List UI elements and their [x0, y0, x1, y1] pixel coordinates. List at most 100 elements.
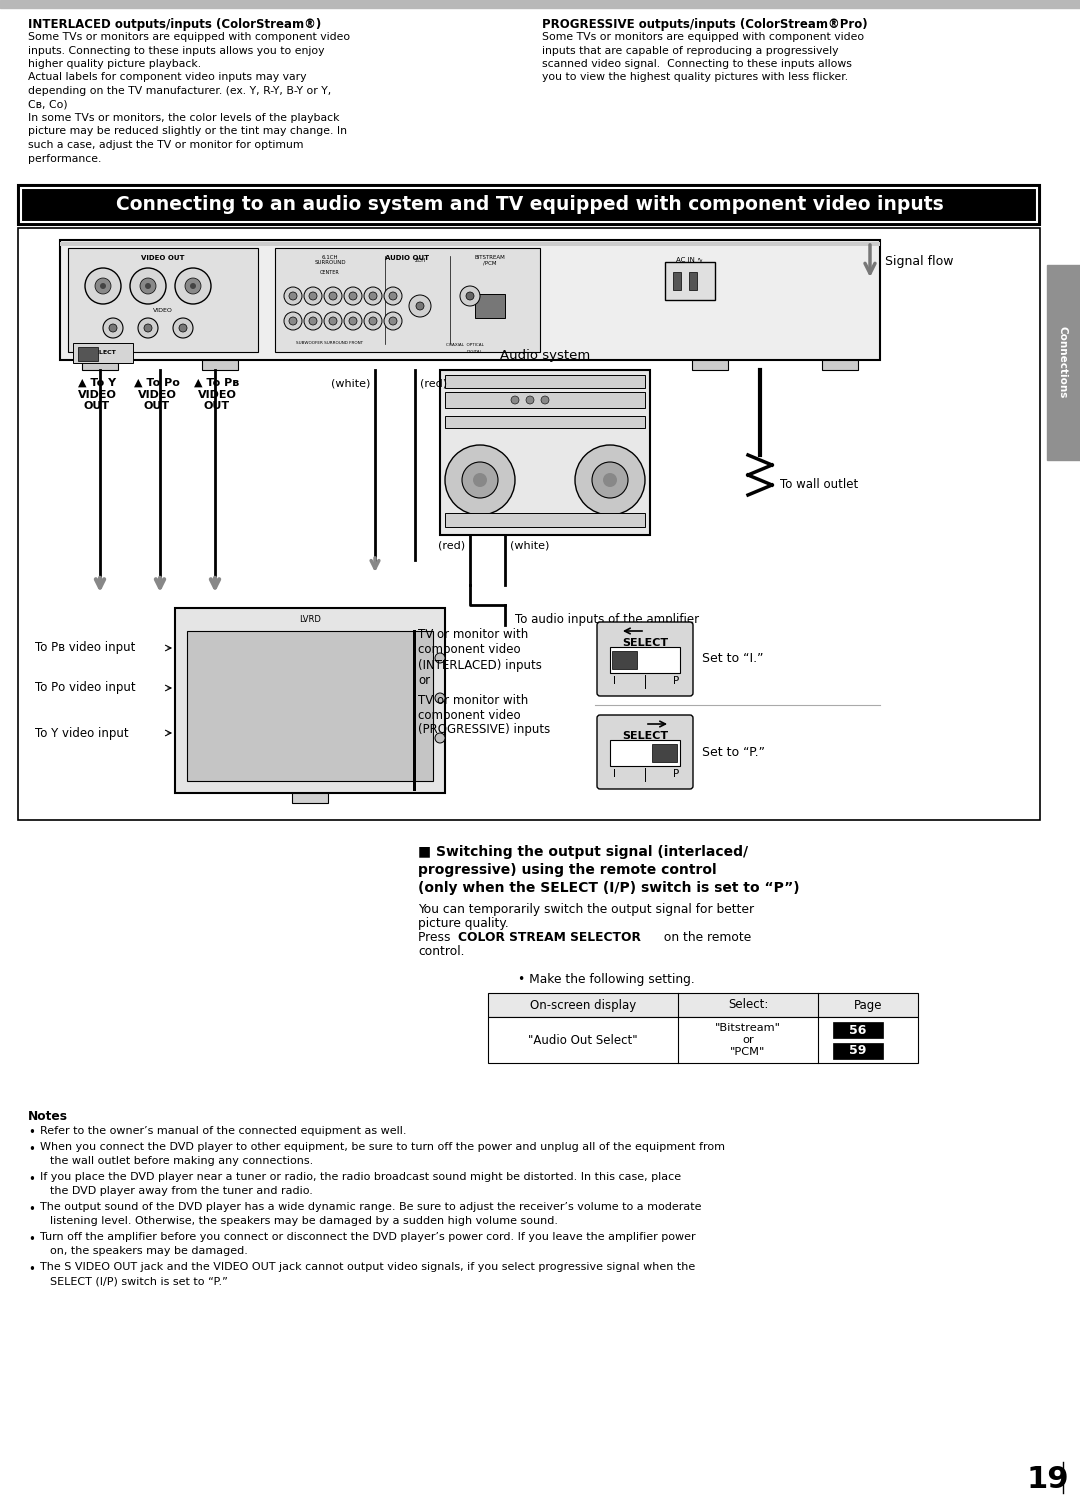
Bar: [21, 188, 1037, 222]
Circle shape: [138, 318, 158, 338]
Circle shape: [175, 268, 211, 304]
Circle shape: [435, 734, 445, 742]
Bar: [488, 993, 918, 1017]
Text: Set to “I.”: Set to “I.”: [702, 652, 764, 666]
Circle shape: [284, 312, 302, 330]
Circle shape: [384, 286, 402, 304]
Text: •: •: [28, 1233, 35, 1245]
Text: If you place the DVD player near a tuner or radio, the radio broadcast sound mig: If you place the DVD player near a tuner…: [40, 1173, 681, 1182]
Bar: [610, 740, 680, 766]
Text: Signal flow: Signal flow: [885, 255, 954, 267]
Circle shape: [384, 312, 402, 330]
Text: TV or monitor with: TV or monitor with: [418, 628, 528, 642]
Bar: [833, 1042, 883, 1059]
Circle shape: [435, 652, 445, 663]
Circle shape: [130, 268, 166, 304]
Text: ▲ To Y
VIDEO
OUT: ▲ To Y VIDEO OUT: [78, 378, 117, 411]
Text: You can temporarily switch the output signal for better: You can temporarily switch the output si…: [418, 903, 754, 916]
Circle shape: [465, 292, 474, 300]
Text: Notes: Notes: [28, 1110, 68, 1124]
Text: •: •: [28, 1143, 35, 1155]
Text: To audio inputs of the amplifier: To audio inputs of the amplifier: [515, 614, 699, 627]
Text: (white): (white): [510, 540, 550, 550]
Text: Page: Page: [854, 999, 882, 1011]
Circle shape: [324, 312, 342, 330]
Bar: [68, 248, 258, 352]
Text: scanned video signal.  Connecting to these inputs allows: scanned video signal. Connecting to thes…: [542, 58, 852, 69]
Text: Cʙ, Cᴏ): Cʙ, Cᴏ): [28, 99, 68, 109]
Text: Press: Press: [418, 932, 455, 944]
Text: To wall outlet: To wall outlet: [780, 478, 859, 492]
Text: I: I: [612, 770, 616, 778]
Text: depending on the TV manufacturer. (ex. Y, R-Y, B-Y or Y,: depending on the TV manufacturer. (ex. Y…: [28, 86, 332, 96]
Text: Refer to the owner’s manual of the connected equipment as well.: Refer to the owner’s manual of the conne…: [40, 1126, 406, 1136]
Circle shape: [145, 284, 151, 290]
Bar: [475, 294, 505, 318]
Circle shape: [511, 396, 519, 404]
Text: progressive) using the remote control: progressive) using the remote control: [418, 862, 717, 877]
Bar: [445, 416, 645, 428]
Text: 19: 19: [1027, 1466, 1069, 1494]
Circle shape: [309, 292, 318, 300]
Text: SELECT (I/P) switch is set to “P.”: SELECT (I/P) switch is set to “P.”: [50, 1276, 228, 1286]
Text: (INTERLACED) inputs: (INTERLACED) inputs: [418, 658, 542, 672]
Bar: [445, 392, 645, 408]
Circle shape: [103, 318, 123, 338]
Circle shape: [345, 312, 362, 330]
Bar: [202, 360, 238, 370]
Bar: [60, 242, 880, 246]
Text: ▲ To Pʙ
VIDEO
OUT: ▲ To Pʙ VIDEO OUT: [194, 378, 240, 411]
Circle shape: [349, 316, 357, 326]
Text: Set to “P.”: Set to “P.”: [702, 746, 765, 759]
Text: Audio system: Audio system: [500, 350, 590, 361]
Circle shape: [345, 286, 362, 304]
Text: DIGITAL: DIGITAL: [467, 350, 483, 354]
Text: listening level. Otherwise, the speakers may be damaged by a sudden high volume : listening level. Otherwise, the speakers…: [50, 1216, 558, 1225]
FancyBboxPatch shape: [597, 622, 693, 696]
Bar: [18, 228, 1040, 820]
Text: Some TVs or monitors are equipped with component video: Some TVs or monitors are equipped with c…: [28, 32, 350, 42]
Text: The S VIDEO OUT jack and the VIDEO OUT jack cannot output video signals, if you : The S VIDEO OUT jack and the VIDEO OUT j…: [40, 1263, 696, 1272]
Circle shape: [324, 286, 342, 304]
Circle shape: [303, 286, 322, 304]
Bar: [692, 360, 728, 370]
Bar: [292, 794, 328, 802]
Text: performance.: performance.: [28, 153, 102, 164]
Text: ▲ To Pᴏ
VIDEO
OUT: ▲ To Pᴏ VIDEO OUT: [134, 378, 180, 411]
Bar: [689, 272, 697, 290]
Text: (red): (red): [437, 540, 465, 550]
Text: "Audio Out Select": "Audio Out Select": [528, 1034, 638, 1047]
Circle shape: [526, 396, 534, 404]
Bar: [60, 240, 880, 360]
Circle shape: [575, 446, 645, 514]
Text: BITSTREAM
/PCM: BITSTREAM /PCM: [474, 255, 505, 266]
Text: •: •: [28, 1263, 35, 1275]
Bar: [673, 272, 681, 290]
Text: component video: component video: [418, 644, 521, 657]
Circle shape: [179, 324, 187, 332]
Text: SELECT: SELECT: [90, 351, 116, 355]
Text: When you connect the DVD player to other equipment, be sure to turn off the powe: When you connect the DVD player to other…: [40, 1143, 725, 1152]
Text: LVRD: LVRD: [299, 615, 321, 624]
Circle shape: [190, 284, 195, 290]
Bar: [413, 630, 416, 790]
Text: INTERLACED outputs/inputs (ColorStream®): INTERLACED outputs/inputs (ColorStream®): [28, 18, 321, 32]
Bar: [440, 370, 650, 536]
Bar: [652, 744, 677, 762]
Bar: [1047, 266, 1080, 460]
Text: picture quality.: picture quality.: [418, 916, 509, 930]
Circle shape: [369, 316, 377, 326]
Text: AUDIO OUT: AUDIO OUT: [386, 255, 430, 261]
Bar: [18, 184, 1040, 225]
FancyBboxPatch shape: [597, 716, 693, 789]
Bar: [610, 646, 680, 674]
Circle shape: [85, 268, 121, 304]
Circle shape: [144, 324, 152, 332]
Text: inputs that are capable of reproducing a progressively: inputs that are capable of reproducing a…: [542, 45, 838, 56]
Circle shape: [140, 278, 156, 294]
Text: 59: 59: [849, 1044, 866, 1058]
Text: P: P: [673, 770, 679, 778]
Text: Connecting to an audio system and TV equipped with component video inputs: Connecting to an audio system and TV equ…: [117, 195, 944, 214]
Text: The output sound of the DVD player has a wide dynamic range. Be sure to adjust t: The output sound of the DVD player has a…: [40, 1203, 702, 1212]
Bar: [833, 1022, 883, 1038]
